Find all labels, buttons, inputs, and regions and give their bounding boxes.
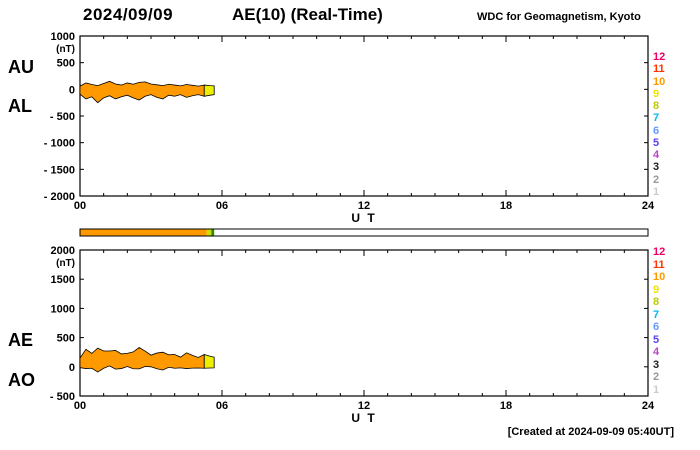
y-unit-label: (nT) <box>56 44 75 55</box>
legend-count-4: 4 <box>653 149 660 162</box>
page-title: AE(10) (Real-Time) <box>232 5 383 24</box>
tick-label: 1000 <box>51 303 75 315</box>
legend-count-8: 8 <box>653 100 660 113</box>
tick-label: - 500 <box>50 111 75 123</box>
legend-count-9: 9 <box>653 283 660 296</box>
tick-label: 24 <box>642 200 655 212</box>
legend-count-5: 5 <box>653 136 660 149</box>
created-at-label: [Created at 2024-09-09 05:40UT] <box>507 426 674 438</box>
tick-label: 500 <box>57 333 75 345</box>
legend-count-12: 12 <box>653 51 666 63</box>
station-count-legend-bottom: 12 11 10 9 8 7 6 5 4 3 2 1 <box>653 247 665 396</box>
legend-count-2: 2 <box>653 173 660 186</box>
availability-segment <box>211 229 215 236</box>
tick-label: 24 <box>642 400 655 412</box>
tick-label: 500 <box>57 58 75 70</box>
legend-count-9: 9 <box>653 87 660 100</box>
legend-count-11: 11 <box>653 63 665 76</box>
data-band <box>79 80 205 104</box>
station-count-legend-top: 12 11 10 9 8 7 6 5 4 3 2 1 <box>653 52 665 198</box>
tick-label: - 2000 <box>44 191 75 203</box>
organization-label: WDC for Geomagnetism, Kyoto <box>477 11 641 23</box>
legend-count-1: 1 <box>653 185 660 198</box>
legend-count-6: 6 <box>653 321 660 334</box>
tick-label: - 1500 <box>44 164 75 176</box>
tick-label: 2000 <box>51 245 75 257</box>
tick-label: 18 <box>500 400 512 412</box>
tick-label: 1500 <box>51 274 75 286</box>
ao-axis-label: AO <box>8 370 35 390</box>
tick-label: 00 <box>74 400 86 412</box>
data-availability-bar <box>79 228 649 237</box>
availability-segment <box>80 229 207 236</box>
tick-label: 06 <box>216 200 228 212</box>
al-axis-label: AL <box>8 96 32 116</box>
tick-label: 0 <box>69 84 75 96</box>
y-unit-label: (nT) <box>56 258 75 269</box>
legend-count-4: 4 <box>653 346 660 359</box>
x-axis-label: U T <box>351 211 376 225</box>
legend-count-12: 12 <box>653 246 666 258</box>
data-band-latest <box>203 84 215 97</box>
plot-frame <box>79 35 649 197</box>
legend-count-5: 5 <box>653 333 660 346</box>
tick-label: 06 <box>216 400 228 412</box>
tick-label: - 1000 <box>44 138 75 150</box>
legend-count-11: 11 <box>653 258 665 271</box>
legend-count-3: 3 <box>653 161 660 174</box>
tick-label: - 500 <box>50 391 75 403</box>
plot-frame <box>79 249 649 397</box>
x-axis-label: U T <box>351 411 376 425</box>
legend-count-10: 10 <box>653 75 666 88</box>
tick-label: 00 <box>74 200 86 212</box>
tick-label: 0 <box>69 362 75 374</box>
availability-segment <box>206 229 212 236</box>
ae-axis-label: AE <box>8 330 34 350</box>
data-band-latest <box>203 354 215 369</box>
chart-au-al: 00 06 12 18 24 1000 500 0 - 500 - 1000 - 1500 - 200… <box>44 31 655 225</box>
date-label: 2024/09/09 <box>83 5 174 24</box>
legend-count-2: 2 <box>653 371 660 384</box>
legend-count-3: 3 <box>653 358 660 371</box>
chart-ae-ao: 00 06 12 18 24 2000 1500 1000 500 0 - 500 (nT) U T <box>50 245 655 425</box>
legend-count-1: 1 <box>653 383 660 396</box>
data-band <box>79 347 205 373</box>
legend-count-10: 10 <box>653 271 666 284</box>
tick-label: 12 <box>358 400 370 412</box>
au-axis-label: AU <box>8 57 34 77</box>
tick-label: 18 <box>500 200 512 212</box>
tick-label: 1000 <box>51 31 75 43</box>
legend-count-6: 6 <box>653 124 660 137</box>
tick-label: 12 <box>358 200 370 212</box>
legend-count-7: 7 <box>653 308 660 321</box>
legend-count-8: 8 <box>653 296 660 309</box>
legend-count-7: 7 <box>653 112 660 125</box>
